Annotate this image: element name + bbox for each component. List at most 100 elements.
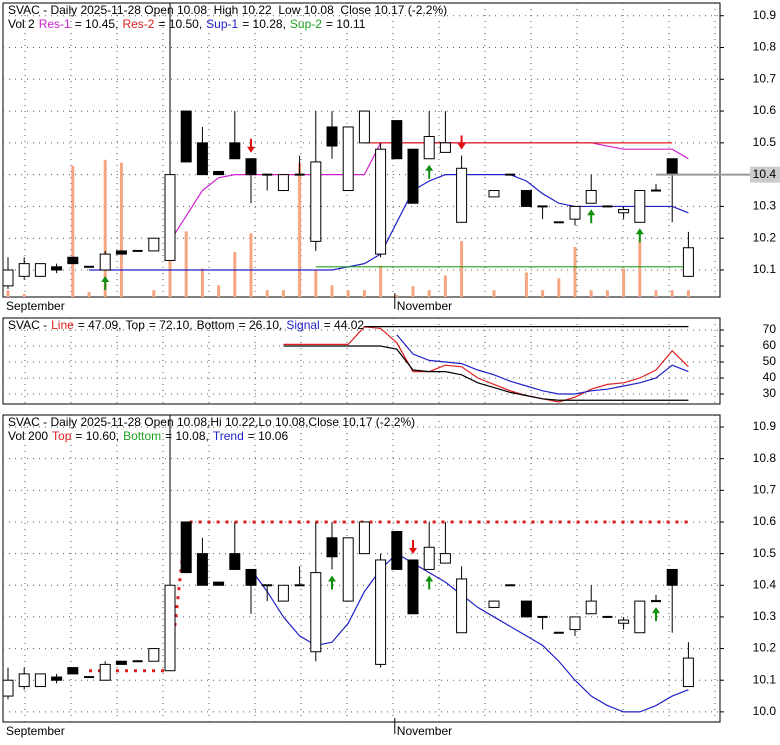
legend-name: Top <box>52 429 72 443</box>
legend-value: = 44.02 <box>324 318 365 332</box>
y-tick-label: 10.9 <box>753 419 777 433</box>
sell-arrow <box>247 138 255 153</box>
y-tick-label: 10.3 <box>753 199 777 213</box>
buy-arrow <box>635 228 644 243</box>
candle-body <box>99 253 111 271</box>
volume-bar <box>119 162 123 297</box>
y-tick-label: 10.2 <box>753 230 777 244</box>
legend-prefix: Vol 200 <box>8 429 48 443</box>
legend-value: = 47.09, <box>78 318 122 332</box>
candle-body <box>164 174 176 261</box>
volume-bar <box>71 165 75 297</box>
legend-name: Trend <box>213 429 244 443</box>
buy-arrow <box>425 575 434 590</box>
candle-body <box>569 616 581 631</box>
y-tick-label: 10.9 <box>753 8 777 22</box>
volume-bar <box>460 241 464 297</box>
buy-arrow <box>652 607 660 622</box>
y-tick-label: 40 <box>763 370 777 384</box>
buy-arrow <box>328 575 336 590</box>
volume-bar <box>330 285 334 297</box>
y-tick-label: 10.5 <box>753 546 777 560</box>
panel-title: SVAC - Daily 2025-11-28 Open 10.08,Hi 10… <box>8 415 415 429</box>
candle-body <box>423 546 435 570</box>
volume-bar <box>541 290 545 297</box>
candle-body <box>375 559 387 665</box>
candle-body <box>277 174 289 192</box>
candle-body <box>439 553 451 564</box>
x-tick-label: November <box>397 724 452 738</box>
volume-bar <box>200 268 204 297</box>
candle-body <box>67 256 79 265</box>
candle-body <box>148 648 160 662</box>
y-tick-label: 70 <box>763 322 777 336</box>
volume-bar <box>265 290 269 297</box>
legend-name: Res-1 <box>39 17 71 31</box>
panel-frame <box>2 2 721 298</box>
candle-body <box>618 209 630 214</box>
legend-name: Bottom <box>197 318 235 332</box>
candle-body <box>245 568 257 586</box>
panel-frame <box>2 414 721 723</box>
legend-value: = 10.06 <box>248 429 289 443</box>
y-tick-label: 50 <box>763 354 777 368</box>
legend-name: Bottom <box>123 429 161 443</box>
y-tick-label: 10.8 <box>753 451 777 465</box>
candle-body <box>148 237 160 252</box>
series-line <box>396 334 689 395</box>
candle-body <box>229 553 241 570</box>
y-tick-label: 10.5 <box>753 135 777 149</box>
volume-bar <box>443 275 447 297</box>
legend-value: = 10.28, <box>242 17 286 31</box>
volume-bar <box>379 265 383 297</box>
volume-bar <box>362 290 366 297</box>
y-tick-label: 10.6 <box>753 103 777 117</box>
candle-body <box>618 619 630 624</box>
buy-arrow <box>101 275 110 290</box>
candle-body <box>115 250 127 255</box>
candle-body <box>99 663 111 681</box>
candle-body <box>391 120 403 160</box>
volume-bar <box>638 241 642 297</box>
candle-body <box>569 205 581 220</box>
candle-body <box>245 158 257 176</box>
y-tick-label: 30 <box>763 386 777 400</box>
candle-body <box>180 110 192 163</box>
candle-body <box>391 530 403 570</box>
legend: Vol 200 Top = 10.60, Bottom = 10.08, Trend = 1… <box>8 429 288 443</box>
panel-title: SVAC - Daily 2025-11-28 Open 10.08 High … <box>8 3 447 17</box>
volume-bar <box>573 247 577 297</box>
y-tick-label: 10.3 <box>753 609 777 623</box>
legend-value: = 26.10, <box>239 318 283 332</box>
legend-value: = 10.50, <box>158 17 202 31</box>
legend-value: = 10.11 <box>326 17 366 31</box>
candle-body <box>67 667 79 675</box>
candle-body <box>375 148 387 255</box>
candle-body <box>456 167 468 223</box>
legend: SVAC - Line = 47.09, Top = 72.10, Bottom = 26.… <box>8 318 364 332</box>
candle-body <box>666 158 678 176</box>
legend-name: Signal <box>286 318 319 332</box>
candle-body <box>456 578 468 634</box>
y-tick-label: 10.4 <box>753 577 777 591</box>
volume-bar <box>184 231 188 297</box>
volume-bar <box>298 162 302 297</box>
volume-bar <box>427 290 431 297</box>
legend: Vol 2 Res-1 = 10.45, Res-2 = 10.50, Sup-1 = 10… <box>8 17 366 31</box>
volume-bar <box>557 278 561 297</box>
ref-label-box <box>750 166 780 183</box>
y-tick-label: 10.7 <box>753 71 777 85</box>
volume-bar <box>152 290 156 297</box>
legend-value: = 10.08, <box>165 429 209 443</box>
volume-bar <box>22 294 26 297</box>
candle-body <box>407 148 419 204</box>
legend-name: Sup-1 <box>206 17 238 31</box>
plot-area <box>3 3 694 297</box>
candle-body <box>34 673 46 688</box>
y-tick-label: 10.8 <box>753 40 777 54</box>
candle-body <box>229 142 241 160</box>
volume-bar <box>103 159 107 297</box>
candle-body <box>326 126 338 147</box>
y-tick-label: 10.7 <box>753 482 777 496</box>
